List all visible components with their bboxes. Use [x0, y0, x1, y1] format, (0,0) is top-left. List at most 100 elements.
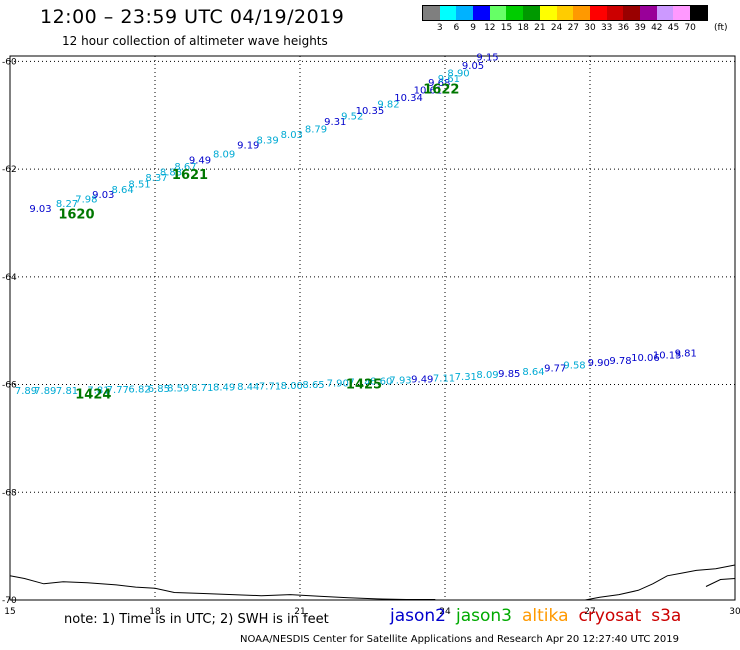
legend-swatch: [589, 6, 607, 20]
wave-height-label: 9.61: [438, 74, 460, 85]
legend-swatch: [606, 6, 624, 20]
wave-height-label: 8.09: [476, 370, 498, 381]
legend-swatch: [506, 6, 524, 20]
legend-swatches: [422, 5, 708, 21]
legend-label: 15: [500, 23, 513, 33]
legend-swatch: [489, 6, 507, 20]
lon-tick-label: 24: [439, 607, 451, 617]
legend-label: 21: [534, 23, 546, 33]
satellite-name: s3a: [651, 606, 682, 626]
lat-tick-label: -60: [2, 57, 17, 67]
legend-label: 30: [584, 23, 596, 33]
legend-swatch: [473, 6, 490, 20]
legend-label: 70: [684, 23, 696, 33]
legend-label: 6: [453, 23, 460, 33]
pass-time-label: 1425: [346, 377, 382, 392]
wave-height-label: 7.93: [389, 375, 411, 386]
wave-height-label: 8.39: [257, 135, 279, 146]
wave-height-label: 9.82: [377, 100, 399, 111]
wave-height-label: 10.15: [653, 351, 682, 362]
legend-labels: 3 6 9 12 15 18 21 24 27 30 33 36 39 42 45 70: [422, 21, 708, 35]
legend-label: 9: [470, 23, 476, 33]
legend-label: 36: [617, 23, 630, 33]
wave-height-label: 9.03: [92, 190, 114, 201]
wave-height-label: 10.35: [356, 106, 385, 117]
pass-time-label: 1424: [75, 388, 111, 403]
wave-height-label: 9.05: [462, 61, 484, 72]
wave-height-label: 8.59: [167, 384, 189, 395]
page-subtitle: 12 hour collection of altimeter wave hei…: [62, 34, 328, 48]
wave-height-label: 7.89: [15, 386, 37, 397]
lon-tick-label: 18: [149, 607, 161, 617]
wave-height-label: 8.71: [191, 383, 213, 394]
wave-height-label: 9.78: [609, 356, 631, 367]
wave-height-label: 8.67: [174, 162, 196, 173]
wave-height-label: 8.90: [447, 68, 469, 79]
wave-height-label: 9.31: [324, 117, 346, 128]
wave-height-label: 9.77: [544, 364, 566, 375]
wave-height-label: 9.68: [428, 78, 450, 89]
wave-height-label: 6.85: [148, 384, 170, 395]
legend-swatch: [439, 6, 457, 20]
wave-height-label: 7.90: [327, 379, 349, 390]
color-legend: 3 6 9 12 15 18 21 24 27 30 33 36 39 42 45 70 (ft): [422, 5, 728, 35]
wave-height-label: 9.49: [411, 374, 433, 385]
pass-time-label: 1620: [58, 208, 94, 223]
legend-label: 42: [651, 23, 663, 33]
wave-height-label: 9.19: [237, 141, 259, 152]
legend-swatch: [573, 6, 590, 20]
legend-swatch: [673, 6, 690, 20]
wave-height-label: 8.83: [160, 168, 182, 179]
lat-tick-label: -62: [2, 165, 17, 175]
legend-swatch: [523, 6, 540, 20]
wave-height-label: 9.15: [476, 52, 498, 63]
wave-height-label: 8.09: [213, 149, 235, 160]
legend-label: 27: [567, 23, 580, 33]
coastline: [585, 564, 736, 601]
lon-tick-label: 15: [4, 607, 15, 617]
legend-label: 18: [517, 23, 529, 33]
wave-height-label: 10.34: [394, 93, 423, 104]
lat-tick-label: -64: [2, 273, 17, 283]
wave-height-label: 7.71: [259, 381, 281, 392]
lat-tick-label: -70: [2, 596, 17, 606]
wave-height-label: 7.81: [87, 386, 109, 397]
wave-height-label: 7.14: [348, 378, 370, 389]
wave-height-label: 6.82: [128, 385, 150, 396]
wave-height-label: 8.65: [302, 380, 324, 391]
pass-time-label: 1621: [172, 168, 208, 183]
wave-height-label: 8.03: [281, 130, 303, 141]
legend-label: 33: [600, 23, 613, 33]
wave-height-label: 9.52: [341, 112, 363, 123]
wave-height-label: 8.49: [213, 382, 235, 393]
coastline: [9, 575, 436, 600]
wave-height-label: 7.89: [34, 386, 56, 397]
coastline: [705, 578, 736, 587]
map-frame: [9, 55, 736, 601]
satellite-name: cryosat: [578, 606, 642, 626]
pass-time-label: 1622: [423, 83, 459, 98]
wave-height-label: 8.64: [112, 185, 134, 196]
satellite-name: jason2: [390, 606, 446, 626]
wave-height-label: 9.85: [498, 369, 520, 380]
wave-height-label: 8.51: [128, 179, 150, 190]
legend-label: 39: [634, 23, 646, 33]
wave-height-label: 9.90: [588, 358, 610, 369]
footer-credit: NOAA/NESDIS Center for Satellite Applica…: [240, 634, 679, 645]
wave-height-label: 10.06: [631, 353, 660, 364]
legend-swatch: [456, 6, 474, 20]
wave-height-label: 8.64: [522, 367, 544, 378]
lon-tick-label: 21: [294, 607, 305, 617]
wave-height-label: 9.81: [675, 349, 697, 360]
legend-swatch: [690, 6, 707, 20]
wave-height-label: 8.60: [370, 377, 392, 388]
legend-label: 3: [436, 23, 443, 33]
wave-height-label: 8.00: [281, 381, 303, 392]
lat-tick-label: -66: [2, 381, 17, 391]
lat-tick-label: -68: [2, 488, 17, 498]
wave-height-label: 9.58: [563, 360, 585, 371]
page-title: 12:00 – 23:59 UTC 04/19/2019: [40, 6, 345, 28]
wave-height-label: 7.31: [455, 372, 477, 383]
wave-height-label: 7.98: [75, 195, 97, 206]
legend-label: 12: [484, 23, 496, 33]
